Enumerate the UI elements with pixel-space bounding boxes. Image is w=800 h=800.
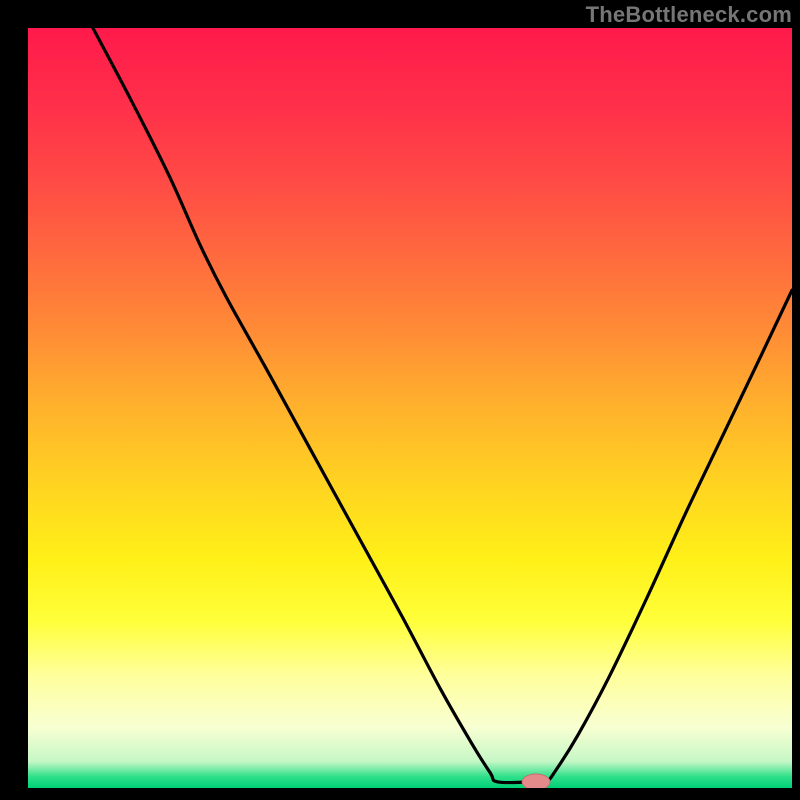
chart-container: TheBottleneck.com xyxy=(0,0,800,800)
bottleneck-chart xyxy=(0,0,800,800)
watermark-text: TheBottleneck.com xyxy=(586,2,792,28)
optimal-point-marker xyxy=(522,774,550,790)
plot-area-background xyxy=(28,28,792,788)
